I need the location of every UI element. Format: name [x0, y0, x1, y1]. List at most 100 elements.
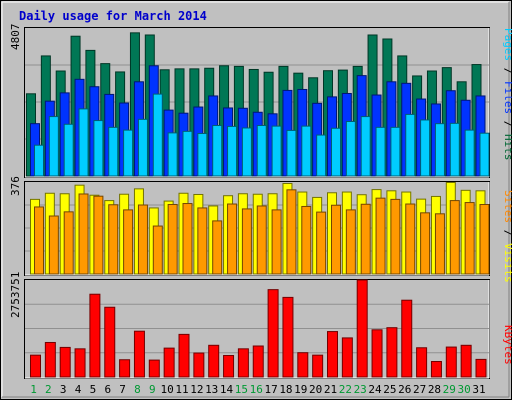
top-bar-pages-day-5 — [93, 120, 104, 177]
top-bar-pages-day-6 — [108, 126, 119, 177]
top-bar-pages-day-31 — [479, 132, 490, 177]
bottom-bar-kbytes-day-10 — [163, 347, 175, 378]
top-bar-pages-day-18 — [286, 129, 297, 177]
x-tick-label-day-27: 27 — [413, 383, 426, 396]
bottom-bar-kbytes-day-2 — [44, 341, 56, 378]
middle-bar-sites-day-8 — [137, 204, 148, 275]
x-tick-label-day-18: 18 — [279, 383, 292, 396]
middle-bar-sites-day-20 — [316, 211, 327, 275]
bottom-bar-kbytes-day-26 — [401, 299, 413, 378]
bottom-bar-kbytes-day-17 — [267, 289, 279, 378]
x-tick-label-day-30: 30 — [458, 383, 471, 396]
x-tick-label-day-16: 16 — [250, 383, 263, 396]
middle-panel-axis-label: Sites / Visits — [502, 190, 512, 283]
middle-bar-sites-day-11 — [182, 203, 193, 275]
middle-bar-sites-day-23 — [360, 203, 371, 275]
middle-bar-sites-day-26 — [405, 203, 416, 275]
x-tick-label-day-26: 26 — [398, 383, 411, 396]
chart-title: Daily usage for March 2014 — [19, 9, 207, 23]
bars — [26, 32, 490, 378]
bottom-bar-kbytes-day-23 — [356, 279, 368, 378]
middle-bar-sites-day-7 — [123, 209, 134, 275]
middle-axis-label-part: / — [502, 223, 512, 243]
x-tick-label-day-6: 6 — [104, 383, 111, 396]
x-tick-label-day-3: 3 — [60, 383, 67, 396]
top-bar-pages-day-20 — [316, 134, 327, 177]
top-axis-label-part: / — [502, 61, 512, 81]
middle-axis-label-part: Visits — [502, 243, 512, 283]
x-tick-label-day-15: 15 — [235, 383, 248, 396]
bottom-bar-kbytes-day-31 — [475, 358, 487, 378]
top-bar-pages-day-13 — [212, 125, 223, 177]
x-tick-label-day-23: 23 — [354, 383, 367, 396]
middle-bar-sites-day-19 — [301, 205, 312, 275]
x-tick-label-day-5: 5 — [90, 383, 97, 396]
bottom-bar-kbytes-day-16 — [252, 345, 264, 378]
top-bar-pages-day-12 — [197, 133, 208, 177]
middle-bar-sites-day-2 — [48, 215, 59, 275]
bottom-bar-kbytes-day-9 — [148, 359, 160, 378]
middle-bar-sites-day-27 — [420, 212, 431, 275]
top-bar-pages-day-22 — [345, 121, 356, 177]
bottom-bar-kbytes-day-14 — [223, 355, 235, 378]
middle-bar-sites-day-21 — [331, 204, 341, 275]
top-axis-label-part: Hits — [502, 134, 512, 161]
x-axis-day-labels: 1 2 3 4 5 6 7 8 9 10 11 12 13 14 15 16 17 18 19 20 21 22 23 24 2… — [30, 383, 485, 396]
x-tick-label-day-19: 19 — [294, 383, 307, 396]
top-axis-label-part: Pages — [502, 28, 512, 61]
top-bar-pages-day-24 — [375, 126, 386, 177]
top-axis-label-part: Files — [502, 81, 512, 114]
middle-bar-sites-day-31 — [479, 204, 490, 275]
x-tick-label-day-14: 14 — [220, 383, 234, 396]
top-bar-pages-day-25 — [390, 126, 401, 177]
middle-bar-sites-day-4 — [78, 193, 89, 275]
top-bar-pages-day-27 — [420, 119, 431, 177]
bottom-bar-kbytes-day-3 — [59, 346, 71, 378]
top-bar-pages-day-4 — [78, 108, 89, 177]
x-tick-label-day-28: 28 — [428, 383, 441, 396]
x-tick-label-day-21: 21 — [324, 383, 337, 396]
bottom-bar-kbytes-day-22 — [341, 337, 353, 378]
x-tick-label-day-11: 11 — [175, 383, 188, 396]
top-panel-axis-label: Pages / Files / Hits — [502, 28, 512, 161]
top-bar-pages-day-17 — [271, 125, 282, 177]
middle-bar-sites-day-1 — [34, 206, 44, 275]
middle-bar-sites-day-30 — [464, 202, 475, 275]
top-bar-pages-day-3 — [63, 123, 74, 177]
bottom-bar-kbytes-day-29 — [445, 346, 457, 378]
top-bar-pages-day-15 — [241, 127, 252, 177]
middle-bar-sites-day-10 — [167, 204, 178, 275]
top-bar-pages-day-16 — [256, 125, 267, 177]
middle-bar-sites-day-6 — [108, 204, 119, 275]
bottom-bar-kbytes-day-25 — [386, 327, 398, 378]
top-bar-pages-day-10 — [167, 132, 178, 177]
top-axis-label-part: / — [502, 114, 512, 134]
middle-bar-sites-day-3 — [63, 211, 74, 275]
middle-bar-sites-day-24 — [375, 197, 386, 275]
x-tick-label-day-20: 20 — [309, 383, 322, 396]
top-bar-pages-day-2 — [48, 116, 59, 177]
top-panel-max-label: 4807 — [9, 24, 22, 51]
middle-axis-label-part: Sites — [502, 190, 512, 223]
x-tick-label-day-29: 29 — [443, 383, 456, 396]
x-tick-label-day-25: 25 — [383, 383, 396, 396]
top-bar-pages-day-30 — [464, 129, 475, 177]
bottom-bar-kbytes-day-30 — [460, 344, 472, 378]
bottom-panel-axis-label: KBytes — [502, 325, 512, 365]
middle-bar-sites-day-9 — [152, 225, 163, 275]
top-bar-pages-day-14 — [227, 125, 238, 177]
top-bar-pages-day-29 — [449, 122, 460, 177]
middle-bar-sites-day-13 — [212, 220, 223, 275]
middle-bar-sites-day-29 — [449, 200, 460, 275]
middle-bar-sites-day-28 — [434, 213, 445, 275]
x-tick-label-day-31: 31 — [472, 383, 485, 396]
top-bar-pages-day-8 — [137, 118, 148, 177]
bottom-bar-kbytes-day-19 — [297, 352, 309, 378]
bottom-bar-kbytes-day-24 — [371, 329, 383, 378]
bottom-bar-kbytes-day-1 — [30, 354, 41, 378]
x-tick-label-day-4: 4 — [75, 383, 82, 396]
top-bar-pages-day-1 — [34, 144, 44, 177]
middle-bar-sites-day-5 — [93, 195, 104, 275]
bottom-bar-kbytes-day-20 — [312, 354, 324, 378]
